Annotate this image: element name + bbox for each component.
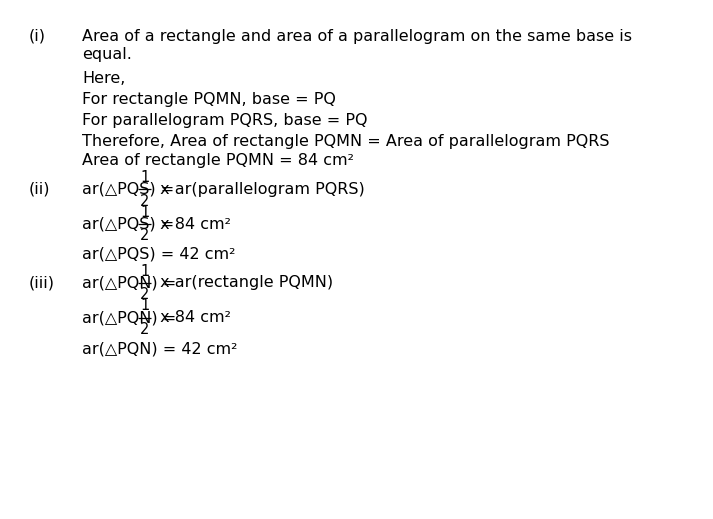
Text: x ar(parallelogram PQRS): x ar(parallelogram PQRS) [155, 182, 364, 197]
Text: 1: 1 [140, 205, 150, 220]
Text: (i): (i) [29, 29, 46, 44]
Text: x 84 cm²: x 84 cm² [155, 217, 231, 231]
Text: 2: 2 [140, 287, 150, 302]
Text: x 84 cm²: x 84 cm² [155, 310, 231, 325]
Text: 1: 1 [140, 264, 150, 279]
Text: ar(△PQS) = 42 cm²: ar(△PQS) = 42 cm² [82, 247, 235, 262]
Text: ar(△PQS) =: ar(△PQS) = [82, 217, 180, 231]
Text: 2: 2 [140, 228, 150, 243]
Text: ar(△PQN) =: ar(△PQN) = [82, 276, 181, 290]
Text: (iii): (iii) [29, 276, 54, 290]
Text: equal.: equal. [82, 47, 132, 62]
Text: 1: 1 [140, 170, 150, 185]
Text: Here,: Here, [82, 72, 125, 86]
Text: Area of a rectangle and area of a parallelogram on the same base is: Area of a rectangle and area of a parall… [82, 29, 632, 44]
Text: 2: 2 [140, 194, 150, 209]
Text: x ar(rectangle PQMN): x ar(rectangle PQMN) [155, 276, 333, 290]
Text: 2: 2 [140, 322, 150, 337]
Text: Area of rectangle PQMN = 84 cm²: Area of rectangle PQMN = 84 cm² [82, 154, 354, 168]
Text: ar(△PQN) =: ar(△PQN) = [82, 310, 181, 325]
Text: ar(△PQN) = 42 cm²: ar(△PQN) = 42 cm² [82, 342, 237, 356]
Text: ar(△PQS) =: ar(△PQS) = [82, 182, 180, 197]
Text: For rectangle PQMN, base = PQ: For rectangle PQMN, base = PQ [82, 92, 336, 107]
Text: For parallelogram PQRS, base = PQ: For parallelogram PQRS, base = PQ [82, 113, 367, 128]
Text: Therefore, Area of rectangle PQMN = Area of parallelogram PQRS: Therefore, Area of rectangle PQMN = Area… [82, 134, 610, 148]
Text: 1: 1 [140, 298, 150, 313]
Text: (ii): (ii) [29, 182, 50, 197]
